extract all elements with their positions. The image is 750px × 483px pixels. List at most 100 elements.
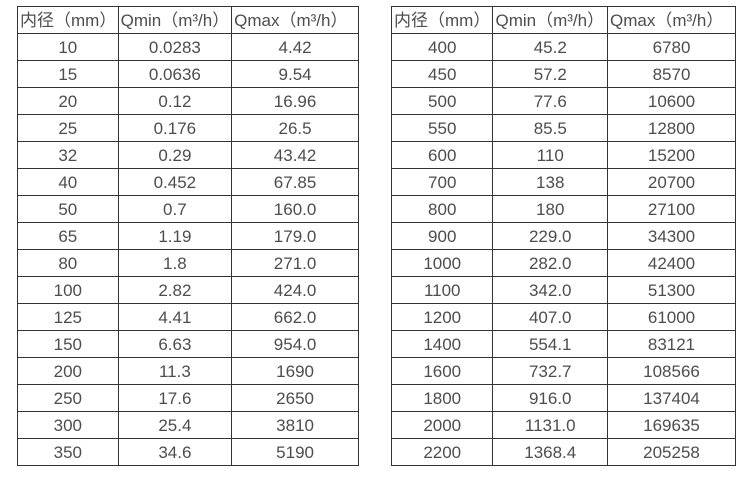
table-row: 900 229.0 34300: [390, 222, 736, 250]
table-cell: 2650: [231, 384, 359, 412]
table-cell: 80: [17, 249, 119, 277]
table-row: 350 34.6 5190: [17, 438, 359, 466]
table-cell: 5190: [231, 438, 359, 466]
table-row: 100 2.82 424.0: [17, 276, 359, 304]
table-cell: 300: [17, 411, 119, 439]
table-cell: 42400: [607, 249, 736, 277]
header-row: 内径（mm） Qmin（m³/h） Qmax（m³/h）: [390, 6, 736, 34]
table-cell: 954.0: [231, 330, 359, 358]
table-row: 125 4.41 662.0: [17, 303, 359, 331]
table-cell: 10: [17, 33, 119, 61]
table-cell: 9.54: [231, 60, 359, 88]
table-cell: 20: [17, 87, 119, 115]
table-cell: 11.3: [117, 357, 233, 385]
table-cell: 250: [17, 384, 119, 412]
table-cell: 6780: [607, 33, 736, 61]
table-cell: 15: [17, 60, 119, 88]
table-cell: 0.452: [117, 168, 233, 196]
table-row: 450 57.2 8570: [390, 60, 736, 88]
table-body: 10 0.0283 4.42 15 0.0636 9.54 20 0.12 16.96 25 0.1…: [17, 33, 359, 466]
table-cell: 4.41: [117, 303, 233, 331]
table-row: 500 77.6 10600: [390, 87, 736, 115]
table-row: 300 25.4 3810: [17, 411, 359, 439]
col-header-qmax: Qmax（m³/h）: [607, 6, 736, 34]
table-row: 150 6.63 954.0: [17, 330, 359, 358]
header-row: 内径（mm） Qmin（m³/h） Qmax（m³/h）: [17, 6, 359, 34]
table-cell: 0.12: [117, 87, 233, 115]
table-cell: 0.29: [117, 141, 233, 169]
table-cell: 150: [17, 330, 119, 358]
table-row: 2000 1131.0 169635: [390, 411, 736, 439]
table-row: 32 0.29 43.42: [17, 141, 359, 169]
col-header-qmax: Qmax（m³/h）: [231, 6, 359, 34]
table-cell: 400: [390, 33, 494, 61]
table-cell: 900: [390, 222, 494, 250]
table-cell: 0.0283: [117, 33, 233, 61]
table-cell: 15200: [607, 141, 736, 169]
table-cell: 916.0: [492, 384, 609, 412]
table-cell: 342.0: [492, 276, 609, 304]
table-cell: 4.42: [231, 33, 359, 61]
table-body: 400 45.2 6780 450 57.2 8570 500 77.6 10600 550 85.…: [390, 33, 736, 466]
table-row: 1200 407.0 61000: [390, 303, 736, 331]
table-cell: 1600: [390, 357, 494, 385]
table-row: 700 138 20700: [390, 168, 736, 196]
table-cell: 110: [492, 141, 609, 169]
table-cell: 25: [17, 114, 119, 142]
table-row: 20 0.12 16.96: [17, 87, 359, 115]
table-cell: 1100: [390, 276, 494, 304]
table-row: 80 1.8 271.0: [17, 249, 359, 277]
table-cell: 732.7: [492, 357, 609, 385]
table-cell: 26.5: [231, 114, 359, 142]
table-cell: 282.0: [492, 249, 609, 277]
table-row: 25 0.176 26.5: [17, 114, 359, 142]
table-cell: 57.2: [492, 60, 609, 88]
table-cell: 34300: [607, 222, 736, 250]
table-row: 200 11.3 1690: [17, 357, 359, 385]
table-cell: 450: [390, 60, 494, 88]
table-cell: 1131.0: [492, 411, 609, 439]
table-header: 内径（mm） Qmin（m³/h） Qmax（m³/h）: [390, 6, 736, 34]
table-row: 800 180 27100: [390, 195, 736, 223]
table-cell: 271.0: [231, 249, 359, 277]
table-cell: 350: [17, 438, 119, 466]
table-cell: 100: [17, 276, 119, 304]
table-cell: 8570: [607, 60, 736, 88]
table-cell: 125: [17, 303, 119, 331]
table-cell: 65: [17, 222, 119, 250]
table-cell: 180: [492, 195, 609, 223]
table-header: 内径（mm） Qmin（m³/h） Qmax（m³/h）: [17, 6, 359, 34]
table-cell: 700: [390, 168, 494, 196]
table-cell: 12800: [607, 114, 736, 142]
table-cell: 85.5: [492, 114, 609, 142]
table-cell: 16.96: [231, 87, 359, 115]
table-row: 10 0.0283 4.42: [17, 33, 359, 61]
table-cell: 50: [17, 195, 119, 223]
table-cell: 169635: [607, 411, 736, 439]
table-cell: 1800: [390, 384, 494, 412]
table-row: 600 110 15200: [390, 141, 736, 169]
table-cell: 1.19: [117, 222, 233, 250]
table-cell: 800: [390, 195, 494, 223]
table-row: 400 45.2 6780: [390, 33, 736, 61]
table-cell: 1.8: [117, 249, 233, 277]
table-cell: 45.2: [492, 33, 609, 61]
table-cell: 1200: [390, 303, 494, 331]
table-cell: 20700: [607, 168, 736, 196]
table-cell: 200: [17, 357, 119, 385]
table-cell: 6.63: [117, 330, 233, 358]
table-cell: 83121: [607, 330, 736, 358]
col-header-qmin: Qmin（m³/h）: [117, 6, 233, 34]
table-cell: 138: [492, 168, 609, 196]
flow-spec-table-small-diameters: 内径（mm） Qmin（m³/h） Qmax（m³/h） 10 0.0283 4.4…: [17, 6, 359, 466]
table-cell: 32: [17, 141, 119, 169]
table-cell: 1400: [390, 330, 494, 358]
table-cell: 17.6: [117, 384, 233, 412]
table-row: 50 0.7 160.0: [17, 195, 359, 223]
table-cell: 2200: [390, 438, 494, 466]
table-row: 2200 1368.4 205258: [390, 438, 736, 466]
flow-spec-tables-page: 内径（mm） Qmin（m³/h） Qmax（m³/h） 10 0.0283 4.4…: [17, 6, 736, 466]
table-cell: 61000: [607, 303, 736, 331]
table-cell: 40: [17, 168, 119, 196]
table-row: 1600 732.7 108566: [390, 357, 736, 385]
